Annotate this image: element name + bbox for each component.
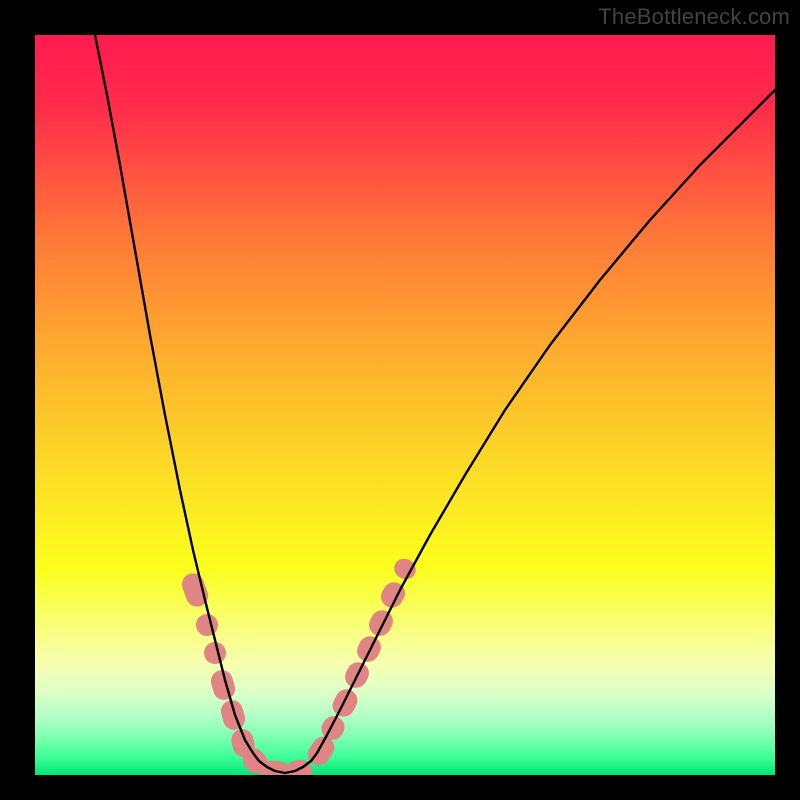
- watermark-text: TheBottleneck.com: [598, 4, 790, 30]
- plot-area: [35, 35, 775, 775]
- chart-svg: [35, 35, 775, 775]
- chart-background: [35, 35, 775, 775]
